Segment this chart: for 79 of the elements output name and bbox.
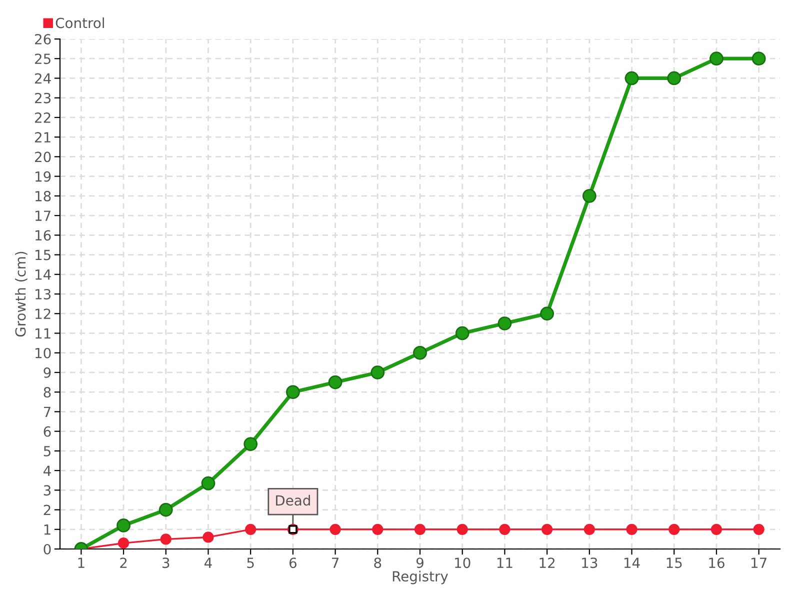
y-tick-label: 9 [44, 367, 51, 378]
point [455, 326, 470, 340]
point [667, 71, 682, 86]
point [413, 346, 427, 360]
y-tick-label: 12 [36, 308, 50, 319]
x-tick-label: 10 [455, 558, 470, 568]
x-tick-label: 2 [120, 558, 127, 568]
x-tick-label: 6 [289, 558, 296, 568]
point [372, 524, 384, 535]
point [330, 524, 341, 535]
point [370, 366, 385, 380]
y-tick-label: 20 [35, 152, 51, 162]
x-tick-label: 14 [624, 558, 640, 568]
x-tick-label: 12 [540, 558, 555, 568]
y-tick-label: 0 [44, 544, 51, 554]
y-tick-label: 2 [44, 504, 50, 516]
x-tick-label: 11 [497, 558, 512, 568]
point [244, 437, 258, 452]
point [542, 524, 553, 535]
y-tick-label: 21 [35, 132, 50, 142]
point [499, 524, 510, 535]
legend-label: Control [56, 17, 104, 28]
y-tick-label: 24 [35, 73, 51, 84]
x-tick-label: 7 [332, 558, 339, 568]
y-tick-label: 10 [36, 348, 51, 358]
x-tick-label: 1 [78, 558, 84, 568]
point [540, 306, 554, 321]
y-tick-label: 25 [35, 54, 50, 64]
y-tick-label: 13 [36, 288, 51, 300]
point [753, 524, 764, 535]
point [710, 524, 722, 535]
point [584, 524, 595, 535]
y-tick-label: 3 [44, 485, 51, 496]
point [328, 375, 342, 390]
x-tick-label: 16 [709, 558, 724, 568]
y-tick-label: 18 [36, 190, 51, 202]
y-tick-label: 8 [44, 387, 51, 398]
y-tick-label: 11 [36, 328, 50, 339]
point [668, 524, 680, 535]
y-tick-label: 16 [36, 230, 51, 241]
y-tick-label: 26 [35, 34, 51, 44]
point [414, 524, 426, 535]
y-tick-label: 15 [36, 250, 50, 260]
y-tick-label: 6 [44, 426, 51, 437]
point [456, 524, 468, 535]
y-tick-label: 1 [44, 524, 50, 535]
point [710, 52, 724, 66]
annotation: Dead [276, 494, 310, 506]
y-tick-label: 7 [44, 406, 50, 417]
point [160, 534, 172, 545]
x-tick-label: 13 [582, 558, 598, 568]
x-axis-title: Registry [392, 570, 448, 584]
point [752, 52, 766, 66]
x-tick-label: 3 [162, 558, 170, 568]
y-tick-label: 14 [36, 270, 51, 280]
x-tick-label: 9 [416, 558, 424, 568]
x-tick-label: 17 [752, 558, 766, 568]
y-tick-label: 19 [36, 171, 51, 182]
point [201, 476, 216, 490]
point [626, 524, 638, 535]
point [202, 532, 214, 543]
y-tick-label: 4 [44, 466, 51, 476]
y-axis-title: Growth (cm) [14, 252, 28, 337]
x-tick-label: 4 [204, 558, 212, 568]
point [498, 316, 512, 330]
point [116, 518, 130, 532]
x-tick-label: 15 [666, 558, 682, 568]
point [158, 502, 173, 517]
point [624, 71, 639, 86]
y-tick-label: 23 [35, 92, 51, 104]
x-tick-label: 8 [374, 558, 382, 568]
point [582, 188, 596, 203]
y-tick-label: 22 [35, 112, 50, 123]
point [118, 538, 130, 549]
y-tick-label: 17 [36, 210, 50, 221]
y-tick-label: 5 [44, 446, 50, 456]
x-tick-label: 5 [247, 558, 254, 568]
point [286, 385, 300, 400]
point [245, 524, 256, 535]
